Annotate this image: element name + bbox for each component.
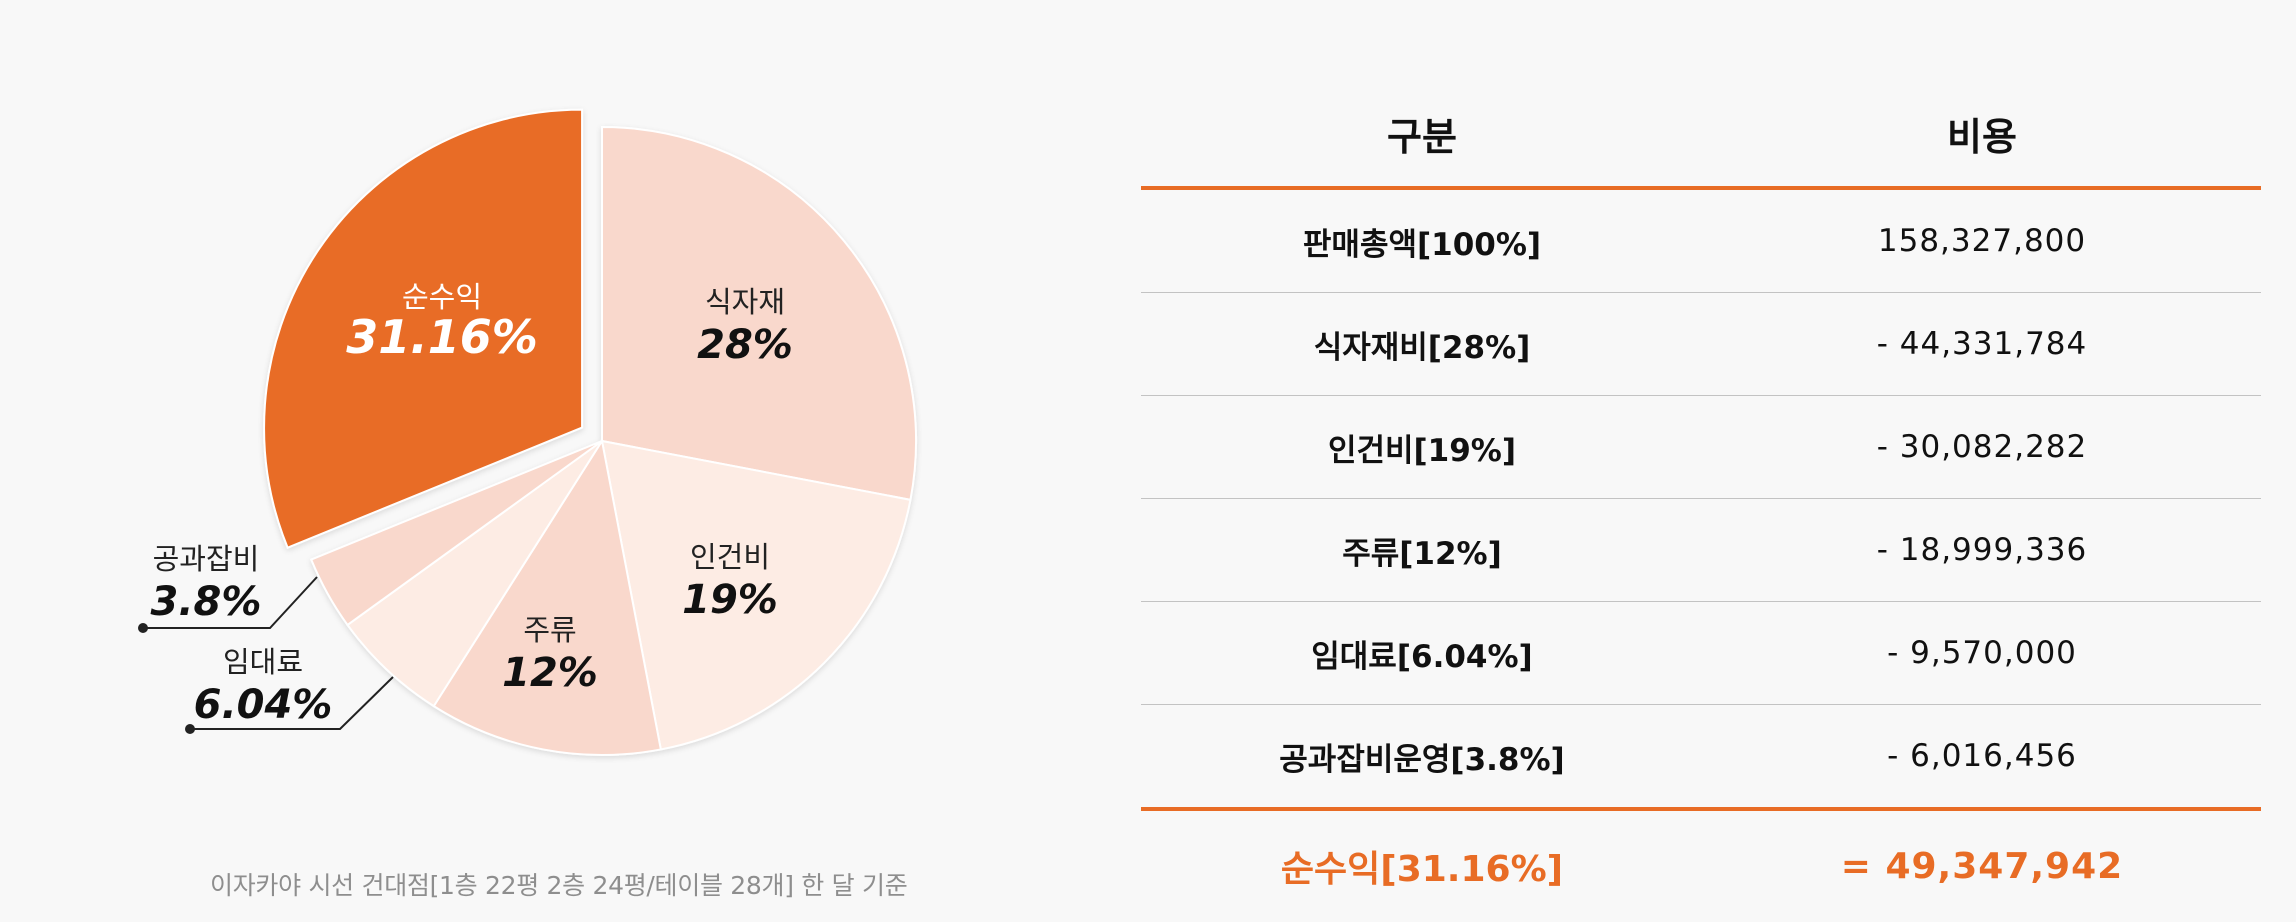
table-row: 판매총액[100%] 158,327,800 [1141, 188, 2261, 293]
slice-label: 식자재 [705, 285, 785, 319]
row-cost: - 6,016,456 [1703, 704, 2261, 811]
slice-label: 주류 [523, 613, 576, 647]
slice-label: 공과잡비 [153, 542, 260, 576]
row-cost: - 18,999,336 [1703, 498, 2261, 602]
slice-labor [600, 439, 912, 751]
row-cost: - 30,082,282 [1703, 395, 2261, 499]
table-header-row: 구분 비용 [1141, 80, 2261, 190]
slice-utilities [309, 440, 603, 627]
row-item: 식자재비[28%] [1141, 292, 1703, 396]
slice-percent: 12% [502, 650, 598, 696]
slice-percent: 3.8% [151, 579, 262, 625]
table-row: 주류[12%] - 18,999,336 [1141, 498, 2261, 602]
table-row: 식자재비[28%] - 44,331,784 [1141, 292, 2261, 396]
slice-percent: 28% [697, 322, 793, 368]
slice-percent: 19% [682, 577, 778, 623]
table-row: 공과잡비운영[3.8%] - 6,016,456 [1141, 704, 2261, 811]
slice-label: 인건비 [690, 540, 770, 574]
leader-dot-utilities [138, 623, 148, 633]
chart-caption: 이자카야 시선 건대점[1층 22평 2층 24평/테이블 28개] 한 달 기… [210, 871, 908, 900]
total-row: 순수익[31.16%] = 49,347,942 [1141, 809, 2261, 921]
slice-percent: 31.16% [346, 310, 538, 364]
header-category: 구분 [1141, 80, 1703, 190]
slice-ingredients [601, 125, 918, 502]
slice-label: 순수익 [402, 280, 482, 314]
row-item: 주류[12%] [1141, 498, 1703, 602]
table-row: 인건비[19%] - 30,082,282 [1141, 395, 2261, 499]
slice-percent: 6.04% [194, 682, 333, 728]
cost-table: 구분 비용 판매총액[100%] 158,327,800 식자재비[28%] -… [1141, 80, 2261, 921]
row-item: 인건비[19%] [1141, 395, 1703, 499]
leader-line-utilities [143, 576, 318, 629]
header-cost: 비용 [1703, 80, 2261, 190]
row-item: 판매총액[100%] [1141, 188, 1703, 293]
row-item: 공과잡비운영[3.8%] [1141, 704, 1703, 811]
row-cost: - 44,331,784 [1703, 292, 2261, 396]
leader-line-rent [190, 676, 394, 730]
total-item: 순수익[31.16%] [1280, 849, 1564, 890]
slice-liquor [432, 438, 663, 756]
row-item: 임대료[6.04%] [1141, 601, 1703, 705]
total-cost: = 49,347,942 [1840, 845, 2124, 887]
row-cost: - 9,570,000 [1703, 601, 2261, 705]
slice-rent [346, 440, 603, 708]
row-cost: 158,327,800 [1703, 188, 2261, 293]
slice-net-profit [263, 108, 584, 549]
slice-label: 임대료 [223, 645, 303, 679]
leader-dot-rent [185, 724, 195, 734]
table-row: 임대료[6.04%] - 9,570,000 [1141, 601, 2261, 705]
